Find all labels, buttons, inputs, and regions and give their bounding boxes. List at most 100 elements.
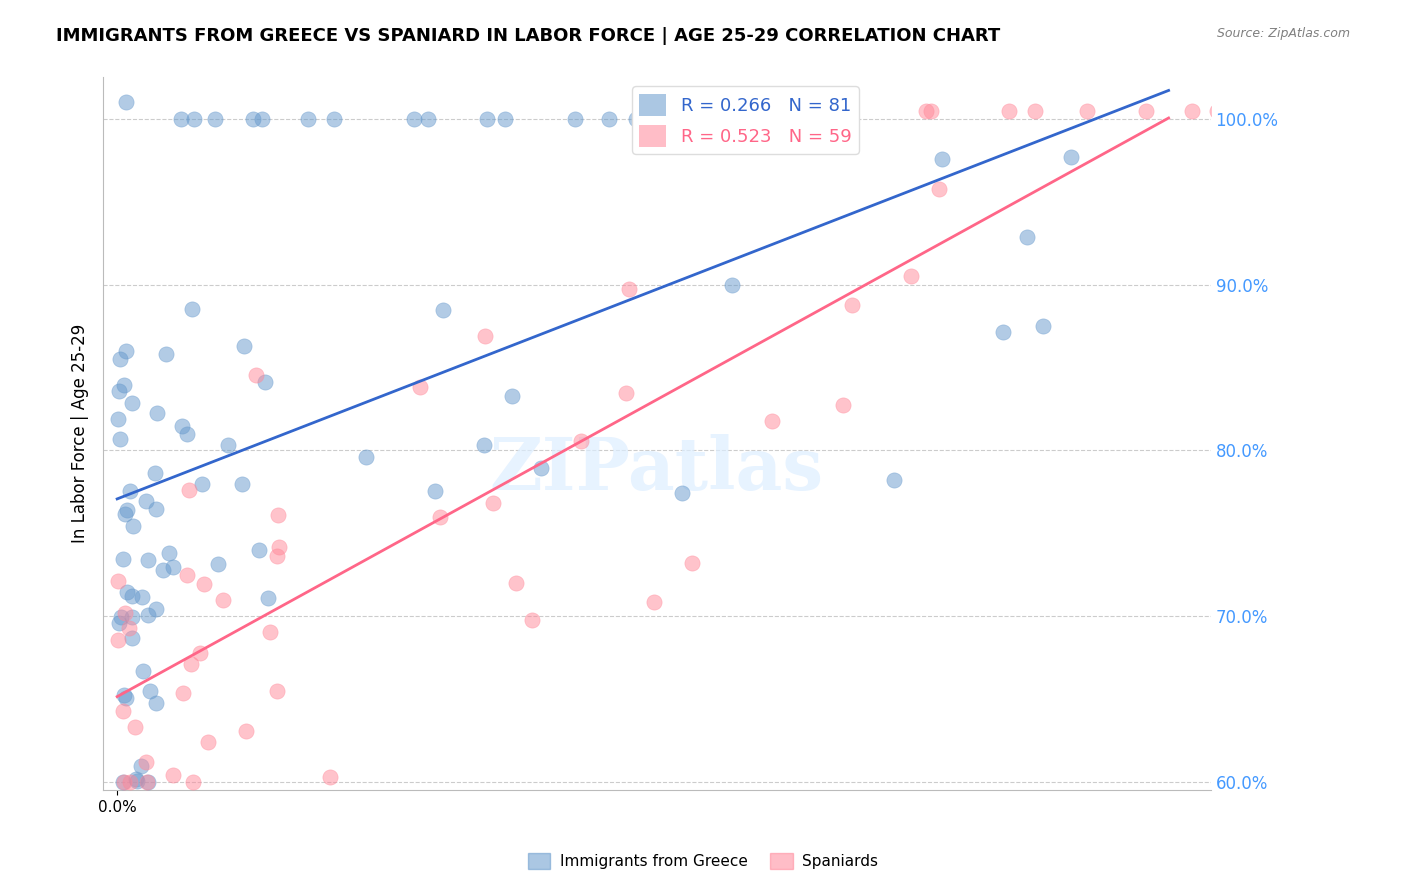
Point bbox=[522, 613, 544, 627]
Point bbox=[125, 772, 148, 786]
Point bbox=[131, 591, 153, 605]
Point bbox=[564, 112, 586, 126]
Point bbox=[124, 720, 146, 734]
Point bbox=[107, 615, 129, 630]
Point bbox=[761, 414, 783, 428]
Point bbox=[749, 136, 772, 151]
Point bbox=[501, 388, 523, 402]
Point bbox=[121, 631, 143, 645]
Point bbox=[991, 325, 1014, 339]
Point bbox=[162, 560, 184, 574]
Point bbox=[114, 690, 136, 705]
Point bbox=[231, 477, 253, 491]
Text: ZIPatlas: ZIPatlas bbox=[489, 434, 824, 505]
Point bbox=[152, 562, 174, 576]
Point bbox=[145, 602, 167, 616]
Point bbox=[183, 774, 205, 789]
Point bbox=[155, 346, 177, 360]
Point bbox=[1261, 103, 1284, 118]
Point bbox=[423, 483, 446, 498]
Point bbox=[112, 552, 135, 566]
Point bbox=[1135, 103, 1157, 118]
Point bbox=[247, 542, 270, 557]
Point bbox=[193, 576, 215, 591]
Point bbox=[176, 567, 198, 582]
Point bbox=[928, 182, 950, 196]
Point bbox=[176, 427, 198, 442]
Legend: Immigrants from Greece, Spaniards: Immigrants from Greece, Spaniards bbox=[522, 847, 884, 875]
Point bbox=[266, 683, 288, 698]
Point bbox=[232, 339, 254, 353]
Point bbox=[108, 432, 131, 446]
Point bbox=[136, 774, 159, 789]
Point bbox=[1181, 103, 1204, 118]
Point bbox=[920, 103, 942, 118]
Point bbox=[1258, 103, 1281, 118]
Point bbox=[170, 112, 193, 126]
Point bbox=[115, 502, 138, 516]
Point bbox=[1205, 103, 1227, 118]
Point bbox=[681, 556, 703, 570]
Point bbox=[266, 549, 288, 563]
Point bbox=[429, 510, 451, 524]
Point bbox=[569, 434, 592, 448]
Point bbox=[112, 774, 135, 789]
Legend: R = 0.266   N = 81, R = 0.523   N = 59: R = 0.266 N = 81, R = 0.523 N = 59 bbox=[633, 87, 859, 154]
Point bbox=[207, 557, 229, 571]
Point bbox=[107, 412, 129, 426]
Point bbox=[1076, 103, 1098, 118]
Point bbox=[900, 268, 922, 283]
Point bbox=[121, 610, 143, 624]
Point bbox=[1017, 230, 1039, 244]
Point bbox=[915, 103, 938, 118]
Point bbox=[181, 302, 204, 317]
Point bbox=[172, 686, 194, 700]
Point bbox=[139, 683, 162, 698]
Point bbox=[125, 773, 148, 788]
Point bbox=[505, 575, 527, 590]
Text: Source: ZipAtlas.com: Source: ZipAtlas.com bbox=[1216, 27, 1350, 40]
Point bbox=[721, 277, 744, 292]
Point bbox=[404, 112, 426, 126]
Point bbox=[1032, 318, 1054, 333]
Point bbox=[135, 493, 157, 508]
Point bbox=[136, 607, 159, 622]
Point bbox=[643, 594, 665, 608]
Point bbox=[418, 112, 440, 126]
Point bbox=[617, 282, 640, 296]
Point bbox=[114, 606, 136, 620]
Point bbox=[183, 112, 205, 126]
Point bbox=[110, 610, 132, 624]
Point bbox=[671, 486, 693, 500]
Point bbox=[257, 591, 280, 605]
Point bbox=[145, 696, 167, 710]
Point bbox=[297, 112, 319, 126]
Point bbox=[472, 438, 495, 452]
Point bbox=[883, 473, 905, 487]
Point bbox=[259, 624, 281, 639]
Point bbox=[118, 622, 141, 636]
Point bbox=[831, 399, 853, 413]
Point bbox=[242, 112, 264, 126]
Point bbox=[1060, 150, 1083, 164]
Point bbox=[614, 385, 637, 400]
Point bbox=[319, 771, 342, 785]
Point bbox=[114, 344, 136, 359]
Point bbox=[477, 112, 499, 126]
Point bbox=[409, 380, 432, 394]
Point bbox=[145, 502, 167, 516]
Point bbox=[112, 378, 135, 392]
Point bbox=[1247, 103, 1270, 118]
Point bbox=[998, 103, 1021, 118]
Point bbox=[115, 585, 138, 599]
Point bbox=[631, 112, 654, 126]
Point bbox=[197, 735, 219, 749]
Point bbox=[121, 395, 143, 409]
Point bbox=[267, 540, 290, 554]
Point bbox=[354, 450, 377, 464]
Point bbox=[107, 574, 129, 588]
Point bbox=[112, 688, 135, 702]
Point bbox=[432, 302, 454, 317]
Point bbox=[118, 774, 141, 789]
Point bbox=[118, 484, 141, 499]
